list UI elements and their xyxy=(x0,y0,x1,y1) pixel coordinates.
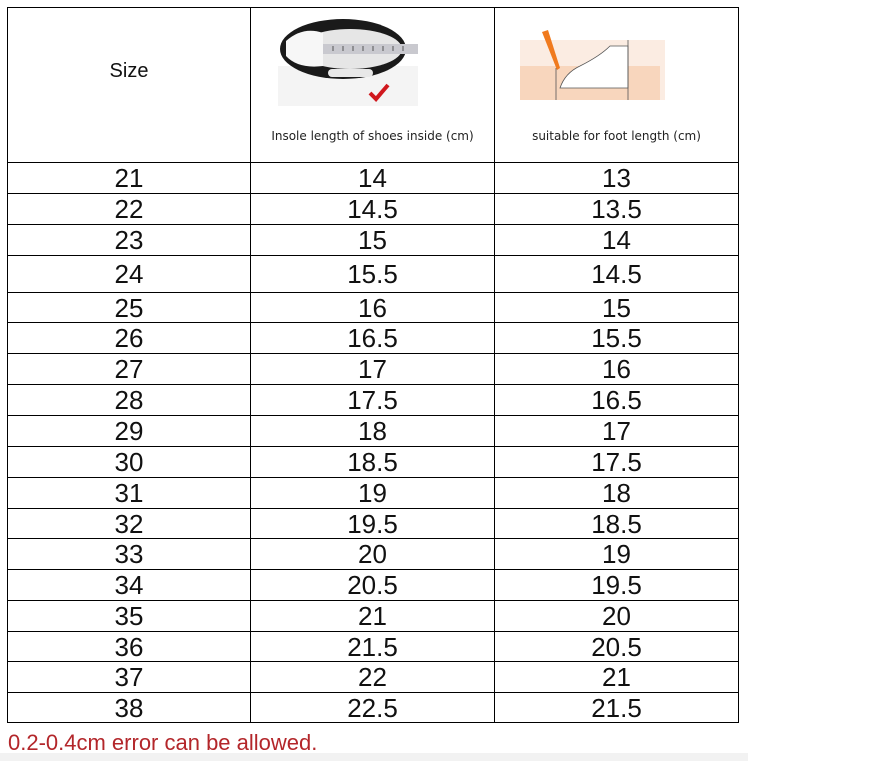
foot-cell: 20.5 xyxy=(494,631,739,662)
insole-cell: 19.5 xyxy=(250,508,495,539)
size-cell: 25 xyxy=(7,292,251,323)
size-cell: 35 xyxy=(7,600,251,632)
insole-cell: 21 xyxy=(250,600,495,632)
foot-cell: 18 xyxy=(494,477,739,509)
foot-tracing-pencil-image xyxy=(520,30,665,100)
table-row: 27 17 16 xyxy=(7,353,739,385)
foot-cell: 21 xyxy=(494,661,739,693)
tolerance-note: 0.2-0.4cm error can be allowed. xyxy=(8,730,318,755)
shoe-measuring-tape-image xyxy=(278,19,418,106)
table-row: 31 19 18 xyxy=(7,477,739,509)
table-row: 32 19.5 18.5 xyxy=(7,508,739,539)
table-row: 25 16 15 xyxy=(7,292,739,323)
foot-cell: 13 xyxy=(494,162,739,194)
foot-header-label: suitable for foot length (cm) xyxy=(532,129,701,143)
size-cell: 28 xyxy=(7,384,251,416)
size-cell: 27 xyxy=(7,353,251,385)
insole-cell: 15.5 xyxy=(250,255,495,293)
foot-cell: 17 xyxy=(494,415,739,447)
insole-cell: 22 xyxy=(250,661,495,693)
foot-cell: 17.5 xyxy=(494,446,739,478)
insole-cell: 20.5 xyxy=(250,569,495,601)
foot-cell: 20 xyxy=(494,600,739,632)
foot-cell: 15 xyxy=(494,292,739,323)
size-cell: 24 xyxy=(7,255,251,293)
size-cell: 22 xyxy=(7,193,251,225)
insole-cell: 18 xyxy=(250,415,495,447)
insole-cell: 19 xyxy=(250,477,495,509)
insole-cell: 14.5 xyxy=(250,193,495,225)
insole-cell: 18.5 xyxy=(250,446,495,478)
size-cell: 37 xyxy=(7,661,251,693)
foot-cell: 21.5 xyxy=(494,692,739,723)
insole-cell: 20 xyxy=(250,538,495,570)
table-row: 28 17.5 16.5 xyxy=(7,384,739,416)
size-cell: 23 xyxy=(7,224,251,256)
table-row: 33 20 19 xyxy=(7,538,739,570)
insole-cell: 22.5 xyxy=(250,692,495,723)
foot-cell: 14.5 xyxy=(494,255,739,293)
table-row: 36 21.5 20.5 xyxy=(7,631,739,662)
size-cell: 36 xyxy=(7,631,251,662)
table-row: 30 18.5 17.5 xyxy=(7,446,739,478)
size-cell: 31 xyxy=(7,477,251,509)
table-row: 26 16.5 15.5 xyxy=(7,322,739,354)
insole-header-label: Insole length of shoes inside (cm) xyxy=(271,129,474,143)
size-header: Size xyxy=(7,7,251,163)
foot-cell: 19 xyxy=(494,538,739,570)
insole-cell: 17 xyxy=(250,353,495,385)
table-row: 29 18 17 xyxy=(7,415,739,447)
size-cell: 33 xyxy=(7,538,251,570)
foot-cell: 15.5 xyxy=(494,322,739,354)
table-row: 35 21 20 xyxy=(7,600,739,632)
size-cell: 34 xyxy=(7,569,251,601)
foot-cell: 19.5 xyxy=(494,569,739,601)
size-cell: 29 xyxy=(7,415,251,447)
size-cell: 32 xyxy=(7,508,251,539)
table-row: 21 14 13 xyxy=(7,162,739,194)
table-row: 23 15 14 xyxy=(7,224,739,256)
table-row: 34 20.5 19.5 xyxy=(7,569,739,601)
table-row: 24 15.5 14.5 xyxy=(7,255,739,293)
size-cell: 21 xyxy=(7,162,251,194)
foot-header: suitable for foot length (cm) xyxy=(494,7,739,163)
foot-cell: 16.5 xyxy=(494,384,739,416)
foot-cell: 16 xyxy=(494,353,739,385)
size-cell: 38 xyxy=(7,692,251,723)
bottom-band xyxy=(0,753,748,761)
insole-cell: 17.5 xyxy=(250,384,495,416)
table-row: 22 14.5 13.5 xyxy=(7,193,739,225)
size-chart-table: Size Insole length of shoes inside (cm) xyxy=(7,7,739,723)
foot-cell: 13.5 xyxy=(494,193,739,225)
size-cell: 26 xyxy=(7,322,251,354)
size-cell: 30 xyxy=(7,446,251,478)
foot-cell: 14 xyxy=(494,224,739,256)
insole-cell: 16.5 xyxy=(250,322,495,354)
foot-cell: 18.5 xyxy=(494,508,739,539)
insole-header: Insole length of shoes inside (cm) xyxy=(250,7,495,163)
insole-cell: 21.5 xyxy=(250,631,495,662)
table-row: 37 22 21 xyxy=(7,661,739,693)
insole-cell: 16 xyxy=(250,292,495,323)
table-row: 38 22.5 21.5 xyxy=(7,692,739,723)
insole-cell: 15 xyxy=(250,224,495,256)
header-row: Size Insole length of shoes inside (cm) xyxy=(7,7,739,163)
insole-cell: 14 xyxy=(250,162,495,194)
